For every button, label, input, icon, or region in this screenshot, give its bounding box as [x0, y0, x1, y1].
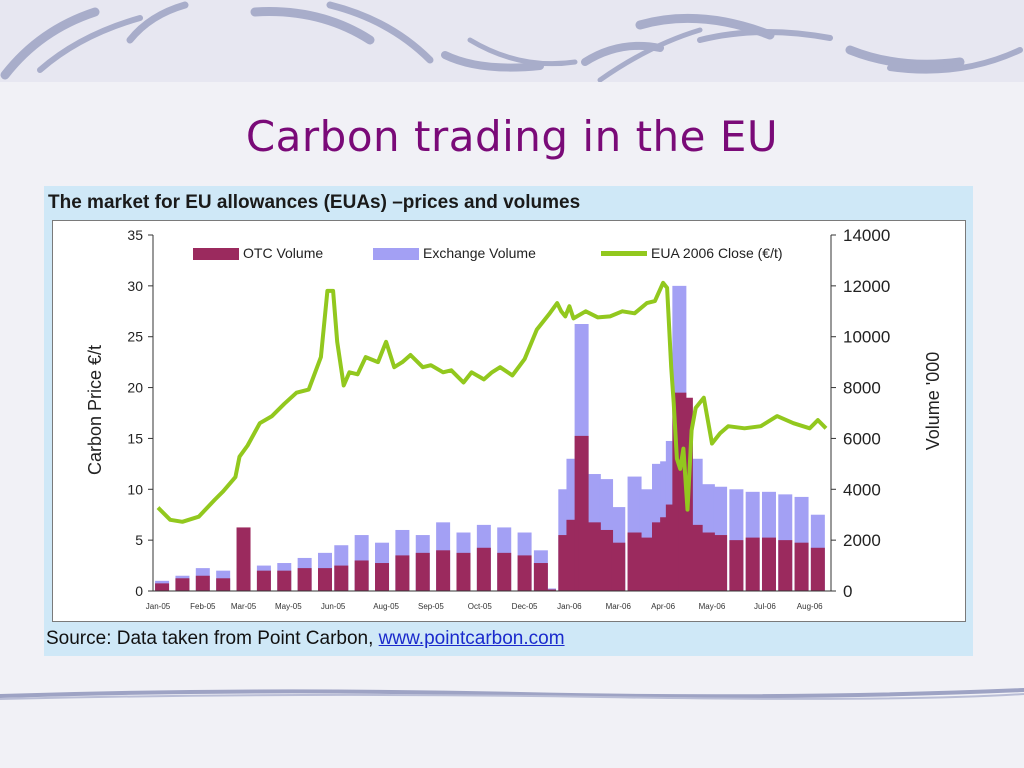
otc-volume-bar [611, 542, 626, 591]
otc-volume-bar [497, 552, 512, 591]
otc-volume-bar [599, 529, 614, 591]
otc-volume-bar [436, 550, 451, 591]
y-tick-label: 5 [135, 532, 143, 548]
y2-tick-label: 4000 [843, 480, 881, 499]
otc-volume-bar [745, 537, 760, 591]
otc-volume-bar [175, 578, 190, 591]
y-tick-label: 30 [127, 278, 143, 294]
otc-volume-bar [277, 570, 292, 591]
y2-tick-label: 8000 [843, 379, 881, 398]
otc-volume-bar [334, 565, 349, 591]
y2-tick-label: 14000 [843, 226, 890, 245]
otc-volume-bar [533, 563, 548, 591]
x-tick-label: Jul-06 [754, 602, 776, 611]
x-tick-label: Mar-06 [606, 602, 632, 611]
otc-volume-bar [395, 555, 410, 591]
otc-volume-bar [761, 537, 776, 591]
legend-label-price: EUA 2006 Close (€/t) [651, 245, 783, 261]
source-link[interactable]: www.pointcarbon.com [378, 628, 565, 649]
legend-label-otc: OTC Volume [243, 245, 323, 261]
chart-canvas: 0 5 10 15 20 25 30 35 0 2000 4000 6000 8000 10000 1200… [85, 226, 943, 611]
source-note: Source: Data taken from Point Carbon, ww… [46, 628, 565, 650]
y-tick-label: 25 [127, 329, 143, 345]
y2-axis-title: Volume '000 [923, 352, 943, 451]
y-tick-label: 20 [127, 380, 143, 396]
x-tick-label: Apr-06 [651, 602, 676, 611]
x-tick-label: Jan-06 [557, 602, 582, 611]
x-tick-label: May-05 [275, 602, 302, 611]
source-prefix: Source: Data taken from Point Carbon, [46, 628, 379, 649]
x-tick-label: May-06 [699, 602, 726, 611]
otc-volume-bar [195, 575, 210, 591]
otc-volume-bar [236, 527, 251, 591]
x-tick-label: Dec-05 [512, 602, 538, 611]
y-tick-label: 10 [127, 481, 143, 497]
figure-heading: The market for EU allowances (EUAs) –pri… [48, 192, 581, 213]
legend-swatch-exchange [373, 248, 419, 260]
otc-volume-bar [456, 552, 471, 591]
y2-tick-label: 12000 [843, 277, 890, 296]
decorative-divider [0, 688, 1024, 700]
slide-title: Carbon trading in the EU [245, 112, 779, 161]
y2-tick-label: 10000 [843, 328, 890, 347]
otc-volume-bar [297, 568, 312, 591]
chart-axes: 0 5 10 15 20 25 30 35 0 2000 4000 6000 8000 10000 1200… [127, 226, 890, 611]
x-tick-label: Mar-05 [231, 602, 257, 611]
otc-volume-bar [517, 555, 532, 591]
otc-volume-bar [794, 542, 809, 591]
otc-volume-bar [627, 532, 642, 591]
x-tick-label: Aug-05 [373, 602, 399, 611]
otc-volume-bar [778, 540, 793, 591]
y-axis-title: Carbon Price €/t [85, 345, 105, 475]
otc-volume-bar [700, 532, 715, 591]
y-tick-label: 0 [135, 583, 143, 599]
decorative-header-band [0, 0, 1024, 82]
x-tick-label: Feb-05 [190, 602, 216, 611]
chart-frame: 0 5 10 15 20 25 30 35 0 2000 4000 6000 8000 10000 1200… [52, 220, 966, 622]
otc-volume-bar [713, 535, 728, 591]
otc-volume-bar [318, 568, 332, 591]
otc-volume-bar [542, 589, 557, 591]
y2-tick-label: 2000 [843, 531, 881, 550]
y-tick-label: 35 [127, 227, 143, 243]
x-tick-label: Aug-06 [797, 602, 823, 611]
y2-tick-label: 0 [843, 582, 852, 601]
otc-volume-bar [688, 524, 703, 591]
brush-stroke-pattern [0, 1, 1023, 82]
legend-swatch-price [601, 251, 647, 256]
otc-volume-bar [155, 583, 170, 591]
otc-volume-bar [810, 547, 825, 591]
legend-label-exchange: Exchange Volume [423, 245, 536, 261]
y2-tick-label: 6000 [843, 429, 881, 448]
x-tick-label: Oct-05 [468, 602, 493, 611]
otc-volume-bar [375, 563, 390, 591]
otc-volume-bar [256, 570, 271, 591]
figure-panel: The market for EU allowances (EUAs) –pri… [44, 186, 973, 656]
y-tick-label: 15 [127, 430, 143, 446]
x-tick-label: Jun-05 [321, 602, 346, 611]
legend-swatch-otc [193, 248, 239, 260]
otc-volume-bar [415, 552, 430, 591]
chart-legend: OTC Volume Exchange Volume EUA 2006 Clos… [193, 245, 783, 261]
otc-volume-bar [216, 578, 231, 591]
otc-volume-bar [476, 547, 491, 591]
eua-price-line [156, 280, 828, 524]
otc-volume-bar [586, 522, 601, 591]
x-tick-label: Jan-05 [146, 602, 171, 611]
otc-volume-bar [639, 537, 654, 591]
x-tick-label: Sep-05 [418, 602, 444, 611]
otc-volume-bar [354, 560, 369, 591]
otc-volume-bar [729, 540, 744, 591]
